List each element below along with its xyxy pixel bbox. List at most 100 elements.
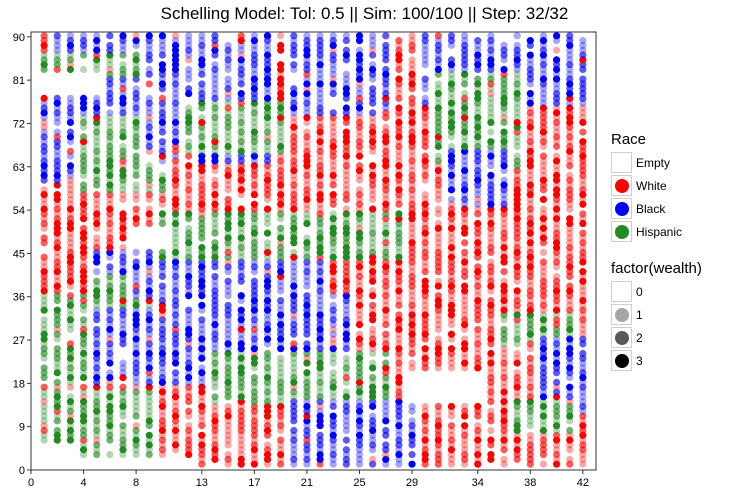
agent-point <box>171 191 180 199</box>
x-tick-label: 21 <box>301 477 313 489</box>
agent-point <box>66 407 75 415</box>
agent-point <box>434 191 442 199</box>
agent-point <box>185 109 193 117</box>
agent-point <box>355 282 364 290</box>
agent-point <box>526 181 534 189</box>
agent-point <box>487 32 495 40</box>
agent-point <box>119 128 127 136</box>
agent-point <box>93 325 101 334</box>
agent-point <box>395 200 403 208</box>
agent-point <box>171 282 180 290</box>
agent-point <box>79 147 88 155</box>
agent-point <box>250 46 258 54</box>
agent-point <box>382 301 390 309</box>
agent-point <box>66 364 75 372</box>
agent-point <box>579 402 587 411</box>
agent-point <box>369 191 377 199</box>
agent-point <box>329 345 337 353</box>
agent-point <box>552 56 561 64</box>
agent-point <box>316 268 324 276</box>
agent-point <box>539 138 548 146</box>
agent-point <box>79 152 88 160</box>
agent-point <box>66 205 75 213</box>
agent-point <box>277 142 285 151</box>
agent-point <box>277 296 285 305</box>
agent-point <box>132 359 140 367</box>
agent-point <box>447 412 456 420</box>
agent-point <box>316 37 324 45</box>
agent-point <box>145 450 153 459</box>
agent-point <box>513 296 521 305</box>
agent-point <box>500 128 508 136</box>
agent-point <box>342 446 350 454</box>
agent-point <box>211 152 219 160</box>
agent-point <box>237 32 245 40</box>
legend-dot <box>614 224 629 239</box>
agent-point <box>461 142 469 151</box>
agent-point <box>303 37 311 45</box>
agent-point <box>171 99 180 107</box>
agent-point <box>53 258 61 266</box>
agent-point <box>526 37 534 45</box>
agent-point <box>421 94 429 102</box>
agent-point <box>250 417 258 425</box>
agent-point <box>329 215 337 223</box>
agent-point <box>329 65 337 74</box>
agent-point <box>566 426 574 435</box>
agent-point <box>263 128 272 136</box>
agent-point <box>434 99 442 107</box>
agent-point <box>461 32 469 40</box>
agent-point <box>408 157 416 165</box>
agent-point <box>355 398 364 406</box>
agent-point <box>263 229 272 237</box>
agent-point <box>290 373 298 382</box>
agent-point <box>277 378 285 386</box>
agent-point <box>171 272 180 281</box>
agent-point <box>552 229 561 237</box>
agent-point <box>237 407 245 415</box>
agent-point <box>342 37 350 45</box>
data-points <box>40 32 587 468</box>
agent-point <box>198 383 206 391</box>
agent-point <box>119 243 127 252</box>
agent-point <box>461 402 469 411</box>
agent-point <box>526 171 534 179</box>
agent-point <box>132 383 140 391</box>
agent-point <box>66 147 75 155</box>
agent-point <box>224 455 232 463</box>
agent-point <box>329 253 337 261</box>
agent-point <box>211 133 219 141</box>
agent-point <box>224 80 232 88</box>
agent-point <box>434 89 442 98</box>
agent-point <box>329 398 337 406</box>
agent-point <box>237 335 245 343</box>
agent-point <box>539 94 548 102</box>
agent-point <box>408 152 416 160</box>
agent-point <box>369 205 377 213</box>
agent-point <box>461 224 469 232</box>
agent-point <box>552 460 561 468</box>
agent-point <box>66 316 75 324</box>
agent-point <box>224 56 232 64</box>
agent-point <box>198 330 206 338</box>
agent-point <box>566 104 574 112</box>
agent-point <box>93 46 101 54</box>
agent-point <box>539 422 548 430</box>
agent-point <box>395 345 403 353</box>
agent-point <box>329 133 337 141</box>
agent-point <box>185 306 193 314</box>
agent-point <box>408 407 416 415</box>
agent-point <box>93 398 101 406</box>
agent-point <box>303 61 311 69</box>
agent-point <box>158 128 166 136</box>
agent-point <box>421 446 429 454</box>
agent-point <box>132 195 140 204</box>
agent-point <box>263 422 272 430</box>
agent-point <box>66 176 75 184</box>
agent-point <box>342 417 350 425</box>
agent-point <box>290 292 298 300</box>
agent-point <box>66 383 75 391</box>
agent-point <box>539 364 548 372</box>
agent-point <box>316 277 324 285</box>
agent-point <box>329 171 337 179</box>
